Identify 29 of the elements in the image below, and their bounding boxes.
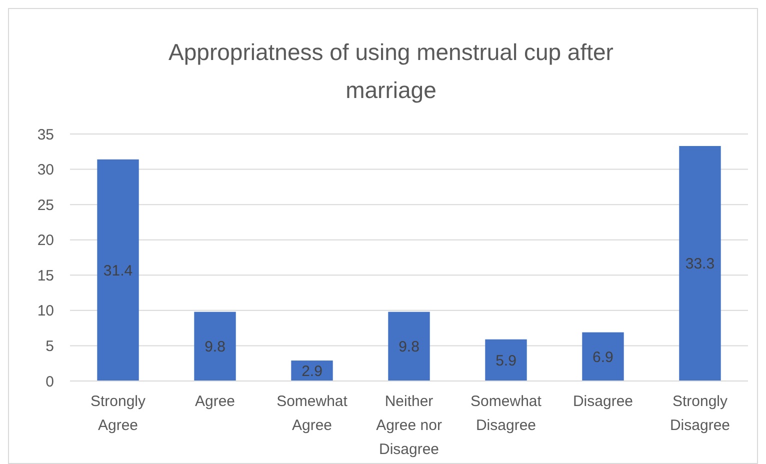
data-label: 2.9: [302, 363, 322, 380]
data-label: 5.9: [496, 352, 516, 370]
bar: [194, 312, 236, 381]
y-tick-label: 0: [46, 373, 54, 390]
data-label: 6.9: [592, 348, 614, 366]
data-label: 9.8: [398, 338, 420, 356]
x-tick-label: Somewhat Agree: [276, 393, 348, 434]
y-tick-label: 10: [37, 302, 54, 320]
data-label: 33.3: [685, 256, 715, 273]
x-tick-label: Neither Agree nor Disagree: [376, 393, 442, 458]
y-tick-label: 25: [37, 196, 54, 214]
x-tick-label: Agree: [194, 393, 236, 410]
x-tick-label: Somewhat Disagree: [470, 393, 542, 434]
bar: [388, 312, 430, 381]
y-tick-label: 35: [37, 126, 54, 144]
y-tick-label: 5: [46, 338, 54, 355]
bar: [97, 159, 139, 381]
data-label: 31.4: [103, 262, 133, 280]
x-tick-label: Disagree: [572, 393, 634, 410]
y-tick-label: 30: [37, 162, 54, 179]
x-tick-label: Strongly Agree: [90, 393, 146, 434]
chart-title: Appropriatness of using menstrual cup after marriage: [168, 39, 614, 103]
bar: [679, 146, 721, 381]
y-tick-label: 15: [37, 267, 54, 284]
data-label: 9.8: [204, 338, 226, 356]
y-tick-label: 20: [37, 232, 54, 250]
bar: [582, 332, 624, 381]
bar: [485, 339, 527, 381]
x-tick-label: Strongly Disagree: [670, 393, 730, 434]
